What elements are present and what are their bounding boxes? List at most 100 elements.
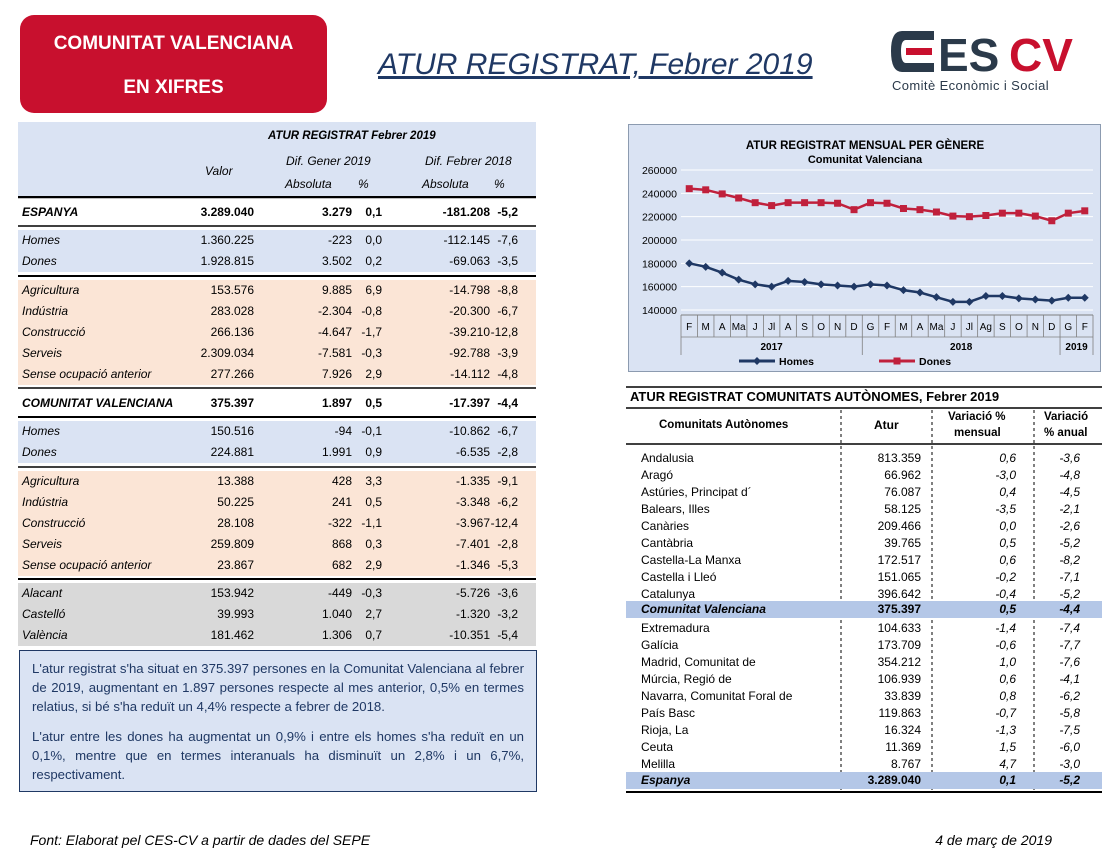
table-row: Alacant 153.942 -449 -0,3 -5.726 -3,6 — [18, 583, 536, 604]
legend-label: Dones — [919, 356, 951, 368]
col-sub-abs-1: Absoluta — [285, 177, 332, 191]
cell-pct-febrer: -3,9 — [497, 346, 518, 360]
region-monthly: -0,4 — [995, 587, 1016, 601]
data-point-homes — [883, 281, 891, 290]
cell-abs-gener: -322 — [327, 516, 352, 530]
region-name: Cantàbria — [641, 536, 694, 550]
data-point-homes — [965, 297, 974, 306]
cell-abs-febrer: -39.210 — [449, 325, 490, 339]
row-label: València — [22, 628, 68, 642]
data-point-homes — [948, 297, 957, 306]
cell-pct-gener: -0,8 — [361, 304, 382, 318]
table-row: Sense ocupació anterior 277.266 7.926 2,9 -1… — [18, 364, 536, 385]
cell-valor: 266.136 — [210, 325, 254, 339]
data-point-dones — [784, 199, 792, 207]
chart-xtick-label: Jl — [768, 322, 775, 333]
badge-line-2: EN XIFRES — [123, 77, 224, 98]
row-label: Agricultura — [22, 283, 80, 297]
chart-ytick-label: 240000 — [642, 188, 677, 200]
regions-col-annual-1: Variació — [1044, 411, 1089, 423]
cell-abs-gener: 1.040 — [321, 607, 352, 621]
col-sub-pct-2: % — [494, 177, 505, 191]
data-point-homes — [1080, 293, 1089, 302]
region-atur: 209.466 — [877, 519, 921, 533]
cell-pct-gener: 0,0 — [365, 233, 382, 247]
cell-valor: 1.928.815 — [200, 254, 254, 268]
region-name: País Basc — [641, 706, 696, 720]
col-sub-abs-2: Absoluta — [422, 177, 469, 191]
region-atur: 3.289.040 — [867, 773, 921, 787]
table-row: Castelló 39.993 1.040 2,7 -1.320 -3,2 — [18, 604, 536, 625]
region-annual: -7,4 — [1059, 621, 1080, 635]
region-row: Cantàbria 39.765 0,5 -5,2 — [626, 535, 1102, 552]
cell-pct-gener: 0,3 — [365, 537, 382, 551]
region-atur: 33.839 — [884, 689, 921, 703]
chart-ytick-label: 180000 — [642, 258, 677, 270]
cell-pct-gener: 6,9 — [365, 283, 382, 297]
row-label: Serveis — [22, 346, 63, 360]
region-annual: -4,8 — [1059, 468, 1080, 482]
region-row: Extremadura 104.633 -1,4 -7,4 — [626, 620, 1102, 637]
legend-marker-homes — [753, 357, 761, 365]
region-atur: 39.765 — [884, 536, 921, 550]
cell-abs-gener: 9.885 — [321, 283, 352, 297]
row-label: Serveis — [22, 537, 63, 551]
data-point-homes — [998, 292, 1007, 300]
region-annual: -7,7 — [1059, 638, 1080, 652]
chart-xtick-label: O — [817, 322, 825, 333]
region-name: Múrcia, Regió de — [641, 672, 732, 686]
chart-xtick-label: Ag — [980, 322, 992, 333]
region-row: Rioja, La 16.324 -1,3 -7,5 — [626, 722, 1102, 739]
data-point-dones — [932, 208, 940, 216]
region-name: Andalusia — [641, 451, 694, 465]
cell-valor: 259.809 — [210, 537, 254, 551]
region-atur: 11.369 — [885, 740, 921, 754]
row-label: Dones — [22, 445, 57, 459]
summary-paragraph-1: L'atur registrat s'ha situat en 375.397 … — [32, 661, 524, 714]
row-label: Alacant — [22, 586, 63, 600]
chart-xtick-label: G — [867, 322, 875, 333]
data-point-dones — [1064, 209, 1072, 217]
region-row: Múrcia, Regió de 106.939 0,6 -4,1 — [626, 671, 1102, 688]
cell-abs-febrer: -3.967 — [455, 516, 490, 530]
region-annual: -5,2 — [1059, 587, 1080, 601]
data-point-homes — [899, 286, 908, 295]
title-badge: COMUNITAT VALENCIANA EN XIFRES — [20, 15, 327, 113]
chart-xtick-label: J — [753, 322, 758, 333]
region-name: Castella i Lleó — [641, 570, 717, 584]
cell-abs-gener: -2.304 — [317, 304, 352, 318]
region-atur: 76.087 — [884, 485, 921, 499]
data-point-dones — [1031, 212, 1039, 220]
region-annual: -8,2 — [1059, 553, 1080, 567]
data-point-dones — [1081, 207, 1089, 215]
cell-abs-gener: 1.897 — [321, 396, 352, 410]
chart-xtick-label: N — [1032, 322, 1039, 333]
table-title: ATUR REGISTRAT Febrer 2019 — [268, 130, 436, 142]
chart-xtick-label: D — [850, 322, 857, 333]
chart-xtick-label: Ma — [732, 322, 746, 333]
data-point-homes — [866, 280, 875, 289]
cell-pct-febrer: -4,4 — [497, 396, 518, 410]
data-point-dones — [998, 209, 1006, 217]
region-name: Astúries, Principat d´ — [641, 485, 752, 499]
cell-pct-gener: 0,5 — [365, 396, 382, 410]
region-annual: -3,0 — [1059, 757, 1080, 771]
cell-pct-febrer: -5,4 — [497, 628, 518, 642]
region-atur: 16.324 — [884, 723, 921, 737]
region-row: Astúries, Principat d´ 76.087 0,4 -4,5 — [626, 484, 1102, 501]
region-row: Castella-La Manxa 172.517 0,6 -8,2 — [626, 552, 1102, 569]
cell-pct-febrer: -9,1 — [497, 474, 518, 488]
cell-abs-gener: -94 — [334, 424, 352, 438]
region-monthly: -0,2 — [995, 570, 1016, 584]
data-point-dones — [965, 213, 973, 221]
cell-pct-gener: -0,1 — [361, 424, 382, 438]
cell-pct-gener: 0,2 — [365, 254, 382, 268]
chart-ytick-label: 140000 — [642, 305, 677, 317]
region-row: Balears, Illes 58.125 -3,5 -2,1 — [626, 501, 1102, 518]
region-name: Melilla — [641, 757, 676, 771]
cell-abs-gener: -449 — [327, 586, 352, 600]
cell-valor: 13.388 — [217, 474, 254, 488]
cell-abs-gener: 868 — [331, 537, 352, 551]
cell-abs-gener: 1.991 — [321, 445, 352, 459]
cell-pct-gener: 0,7 — [365, 628, 382, 642]
